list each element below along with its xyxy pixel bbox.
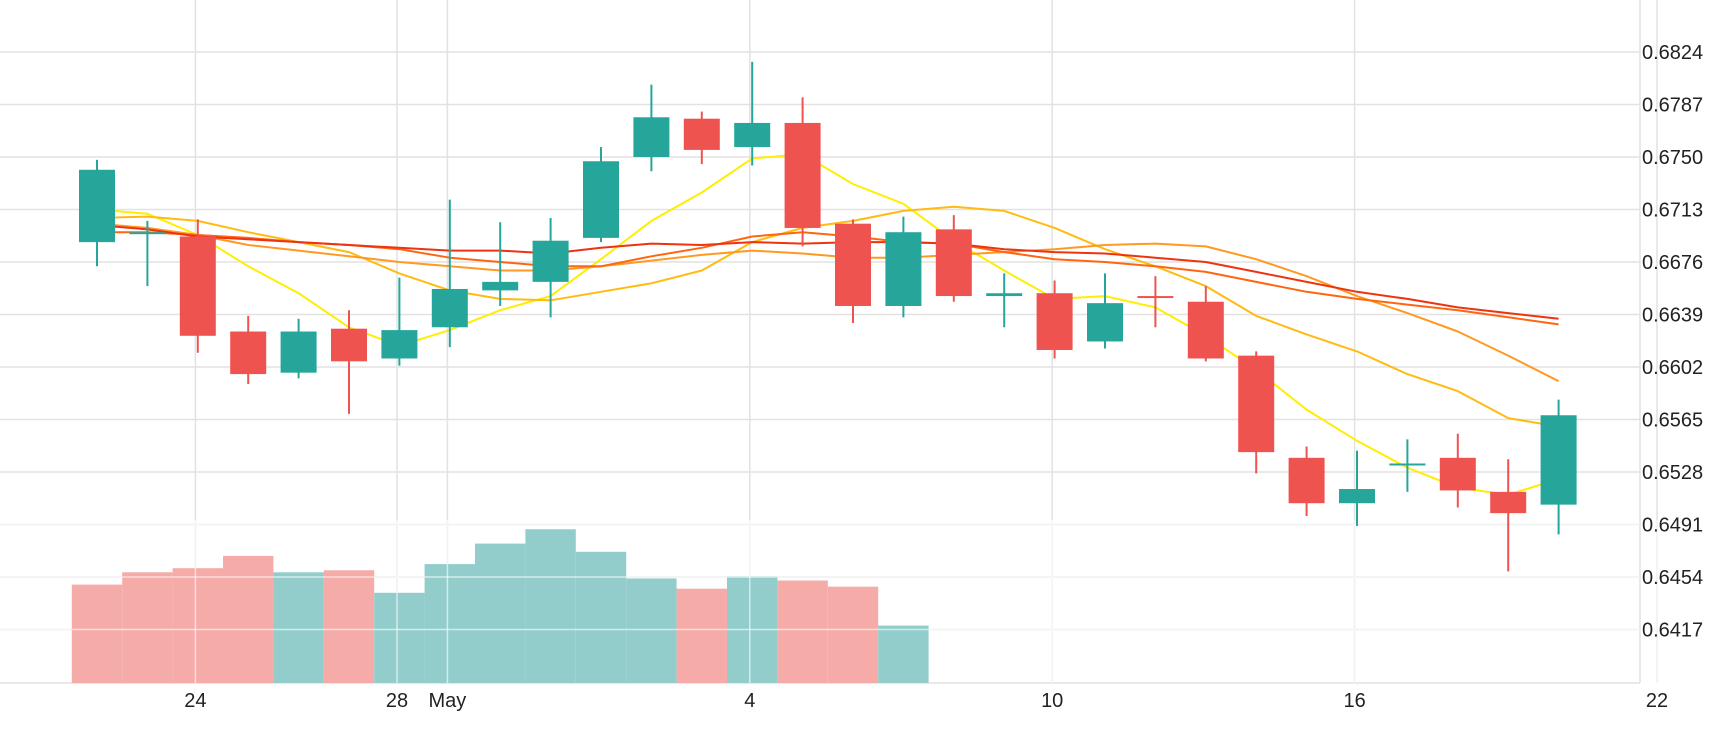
x-tick-label: 10 <box>1041 690 1063 712</box>
x-tick-label: 22 <box>1646 690 1668 712</box>
volume-bar <box>878 625 929 683</box>
candle-body[interactable] <box>532 240 569 282</box>
volume-bar <box>223 555 274 683</box>
candles[interactable] <box>79 61 1577 572</box>
volume-bar <box>323 570 375 683</box>
candle-body[interactable] <box>683 118 720 150</box>
volume-bar <box>525 529 576 683</box>
x-tick-label: 24 <box>184 690 206 712</box>
candle-body[interactable] <box>734 122 771 148</box>
moving-average-line <box>96 205 1559 428</box>
candle-body[interactable] <box>179 236 216 336</box>
volume-bars <box>0 520 1658 683</box>
volume-bar <box>122 572 173 683</box>
moving-average-line <box>96 222 1560 383</box>
y-tick-label: 0.6639 <box>1642 305 1703 327</box>
y-axis: 0.6824 0.6787 0.6750 0.6713 0.6676 0.6639 0.66… <box>1642 42 1703 642</box>
y-tick-label: 0.6824 <box>1642 42 1703 64</box>
candle-body[interactable] <box>280 331 317 373</box>
x-tick-label: 28 <box>386 690 408 712</box>
candle-body[interactable] <box>331 328 367 362</box>
candle-body[interactable] <box>1087 303 1123 342</box>
moving-average-line <box>96 224 1559 320</box>
volume-bar <box>172 568 223 683</box>
candle-body[interactable] <box>835 223 871 306</box>
candle-body[interactable] <box>1288 457 1325 504</box>
candle-body[interactable] <box>79 169 115 243</box>
candle-body[interactable] <box>1036 293 1073 350</box>
y-tick-label: 0.6602 <box>1642 357 1703 379</box>
x-tick-label: 16 <box>1343 690 1365 712</box>
volume-bar <box>374 592 425 683</box>
candle-body[interactable] <box>1137 296 1174 299</box>
candle-body[interactable] <box>633 117 670 157</box>
candle-body[interactable] <box>1238 355 1275 453</box>
volume-bar <box>676 588 727 683</box>
candle-body[interactable] <box>1439 457 1476 491</box>
y-tick-label: 0.6565 <box>1642 410 1703 432</box>
candle-body[interactable] <box>381 330 418 359</box>
candle-body[interactable] <box>885 232 922 306</box>
moving-average-line <box>96 153 1559 496</box>
candle-body[interactable] <box>431 288 468 328</box>
y-tick-label: 0.6491 <box>1642 515 1703 537</box>
y-tick-label: 0.6787 <box>1642 95 1703 117</box>
candle-body[interactable] <box>986 293 1023 297</box>
moving-average-lines <box>96 153 1560 496</box>
y-tick-label: 0.6676 <box>1642 252 1703 274</box>
candle-body[interactable] <box>129 232 166 235</box>
volume-bar <box>626 578 677 683</box>
candle-body[interactable] <box>1389 463 1426 466</box>
candle-body[interactable] <box>583 161 619 238</box>
candle-body[interactable] <box>1540 415 1577 505</box>
candle-body[interactable] <box>482 281 519 291</box>
candle-body[interactable] <box>1490 491 1527 514</box>
volume-bar <box>827 586 879 683</box>
y-tick-label: 0.6713 <box>1642 200 1703 222</box>
y-tick-label: 0.6417 <box>1642 620 1703 642</box>
y-tick-label: 0.6454 <box>1642 567 1703 589</box>
volume-bar <box>575 551 627 683</box>
x-tick-label: 4 <box>744 690 755 712</box>
candle-body[interactable] <box>935 229 972 297</box>
volume-bar <box>273 572 324 683</box>
volume-bar <box>71 584 123 683</box>
volume-bar <box>777 580 828 683</box>
y-tick-label: 0.6528 <box>1642 462 1703 484</box>
candle-body[interactable] <box>784 122 821 228</box>
candle-body[interactable] <box>230 331 267 375</box>
y-tick-label: 0.6750 <box>1642 147 1703 169</box>
x-tick-label: May <box>429 690 467 712</box>
volume-bar <box>475 543 526 683</box>
x-axis: 2428May410162226Jun <box>184 690 1668 712</box>
candle-body[interactable] <box>1187 301 1224 359</box>
volume-bar <box>424 564 475 683</box>
candle-body[interactable] <box>1339 489 1375 504</box>
